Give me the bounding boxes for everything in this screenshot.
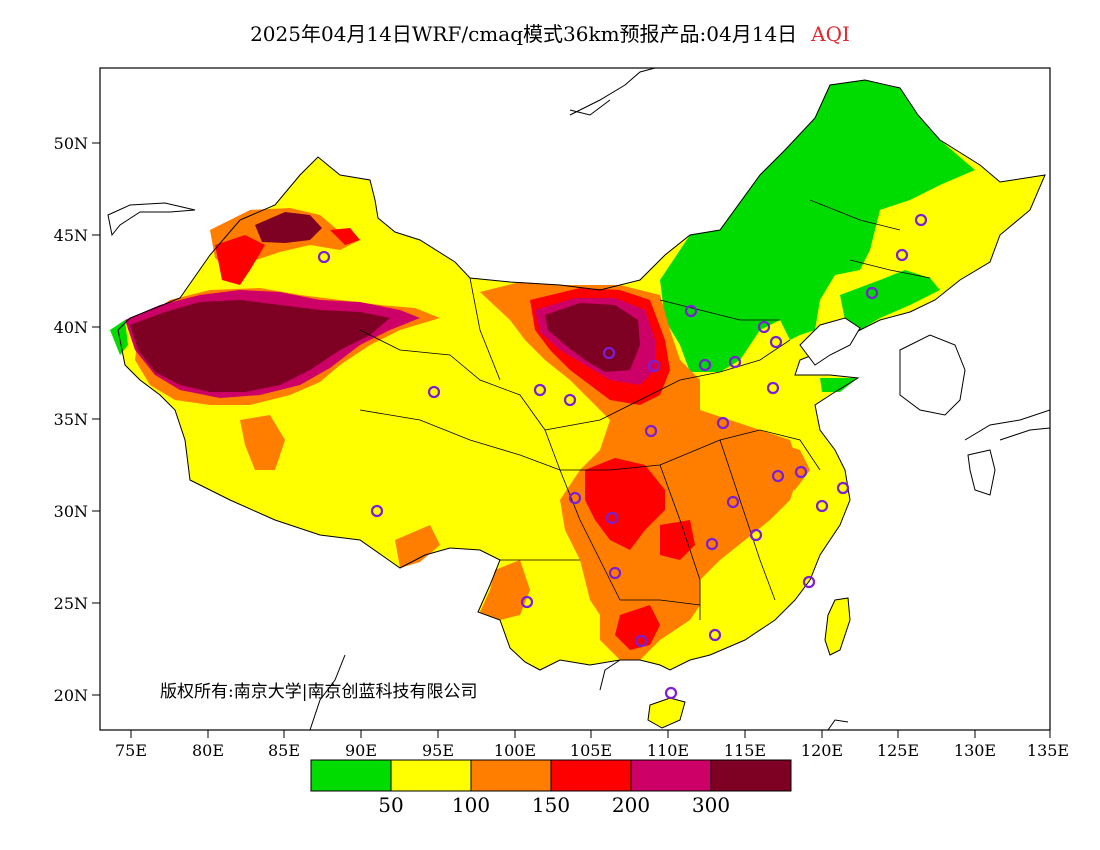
orange-region-tibet	[240, 415, 285, 470]
colorbar-label: 300	[692, 793, 730, 817]
y-tick-label: 30N	[54, 502, 88, 521]
station-marker[interactable]	[815, 499, 829, 513]
station-marker[interactable]	[895, 248, 909, 262]
hainan-island	[647, 697, 686, 729]
green-region-shandong	[820, 378, 858, 392]
taiwan-island	[824, 597, 851, 656]
x-tick-label: 95E	[422, 741, 454, 760]
station-marker[interactable]	[605, 511, 619, 525]
darkred-region-ordos	[545, 303, 640, 372]
darkred-region-tarim	[130, 300, 390, 392]
x-tick-label: 115E	[724, 741, 766, 760]
station-marker[interactable]	[568, 491, 582, 505]
colorbar-swatch	[710, 759, 792, 792]
y-tick-label: 35N	[54, 410, 88, 429]
station-marker[interactable]	[757, 320, 771, 334]
station-marker[interactable]	[698, 358, 712, 372]
station-marker[interactable]	[728, 355, 742, 369]
neighbor-coastlines	[107, 68, 1050, 730]
station-marker[interactable]	[664, 686, 678, 700]
station-marker[interactable]	[708, 628, 722, 642]
y-tick-label: 45N	[54, 226, 88, 245]
station-marker[interactable]	[726, 495, 740, 509]
station-marker[interactable]	[563, 393, 577, 407]
station-marker[interactable]	[647, 359, 661, 373]
x-tick-label: 110E	[647, 741, 689, 760]
station-marker[interactable]	[769, 335, 783, 349]
station-marker[interactable]	[705, 537, 719, 551]
colorbar	[310, 759, 792, 792]
darkred-region-junggar	[255, 212, 322, 243]
station-marker[interactable]	[749, 528, 763, 542]
red-region-central	[660, 520, 695, 560]
station-marker[interactable]	[914, 213, 928, 227]
station-marker[interactable]	[684, 304, 698, 318]
station-marker[interactable]	[766, 381, 780, 395]
map-body	[107, 68, 1050, 730]
station-marker[interactable]	[533, 383, 547, 397]
station-marker[interactable]	[608, 566, 622, 580]
title-main: 2025年04月14日WRF/cmaq模式36km预报产品:04月14日	[250, 22, 798, 46]
y-tick-label: 20N	[54, 686, 88, 705]
y-tick-label: 40N	[54, 318, 88, 337]
red-region-guangxi	[615, 605, 660, 650]
station-marker[interactable]	[802, 575, 816, 589]
colorbar-swatch	[550, 759, 632, 792]
x-tick-label: 90E	[345, 741, 377, 760]
y-tick-label: 50N	[54, 134, 88, 153]
colorbar-swatch	[390, 759, 472, 792]
title-variable: AQI	[811, 22, 850, 46]
x-tick-label: 130E	[954, 741, 996, 760]
station-markers	[317, 213, 928, 700]
x-tick-label: 85E	[268, 741, 300, 760]
colorbar-label: 200	[612, 793, 650, 817]
station-marker[interactable]	[602, 346, 616, 360]
x-tick-label: 75E	[115, 741, 147, 760]
x-tick-label: 105E	[570, 741, 612, 760]
orange-region-tibet-east	[395, 525, 440, 568]
colorbar-swatch	[630, 759, 712, 792]
bohai-sea	[799, 317, 861, 366]
orange-region-southwest	[480, 560, 530, 620]
x-tick-label: 125E	[877, 741, 919, 760]
x-tick-label: 120E	[801, 741, 843, 760]
station-marker[interactable]	[865, 286, 879, 300]
china-outline	[117, 79, 1046, 671]
copyright-text: 版权所有:南京大学|南京创蓝科技有限公司	[160, 682, 477, 702]
colorbar-label: 150	[532, 793, 570, 817]
map-title: 2025年04月14日WRF/cmaq模式36km预报产品:04月14日 AQI	[0, 18, 1100, 47]
red-region-sichuan	[585, 458, 665, 550]
station-marker[interactable]	[370, 504, 384, 518]
station-marker[interactable]	[716, 416, 730, 430]
station-marker[interactable]	[771, 469, 785, 483]
x-tick-label: 100E	[494, 741, 536, 760]
map-frame	[99, 67, 1051, 731]
x-tick-label: 135E	[1027, 741, 1069, 760]
station-marker[interactable]	[634, 634, 648, 648]
station-marker[interactable]	[644, 424, 658, 438]
y-axis	[92, 142, 100, 696]
station-marker[interactable]	[317, 250, 331, 264]
y-tick-label: 25N	[54, 594, 88, 613]
station-marker[interactable]	[794, 465, 808, 479]
colorbar-swatch	[310, 759, 392, 792]
x-axis	[130, 730, 1051, 738]
red-region-xinjiang	[215, 235, 265, 285]
green-region-northeast	[660, 80, 975, 372]
station-marker[interactable]	[427, 385, 441, 399]
station-marker[interactable]	[836, 481, 850, 495]
green-region-coast	[840, 270, 940, 330]
colorbar-label: 100	[452, 793, 490, 817]
red-region-xinjiang-small	[330, 228, 360, 245]
station-marker[interactable]	[520, 595, 534, 609]
province-borders	[359, 199, 931, 620]
colorbar-swatch	[470, 759, 552, 792]
x-tick-label: 80E	[192, 741, 224, 760]
colorbar-label: 50	[378, 793, 403, 817]
